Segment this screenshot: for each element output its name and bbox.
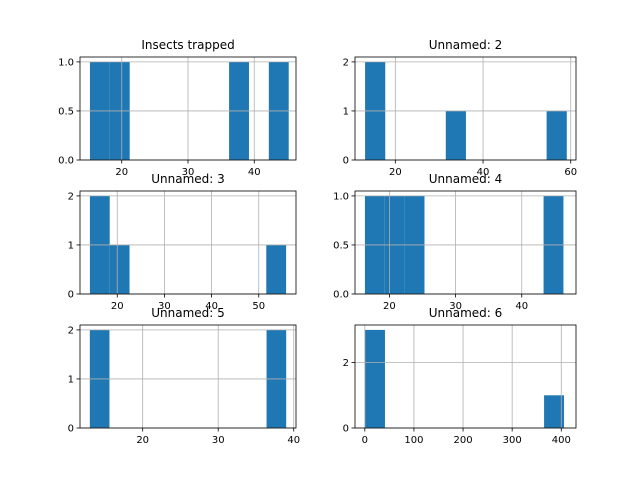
x-tick-label: 300 <box>503 435 522 446</box>
subplot-title: Unnamed: 4 <box>429 172 503 186</box>
subplot-title: Unnamed: 2 <box>429 38 503 52</box>
x-tick-label: 20 <box>115 167 128 178</box>
x-tick-label: 30 <box>212 435 225 446</box>
y-tick-label: 0.5 <box>58 106 74 117</box>
subplot-insects-trapped: 20 30 40 0.0 0.5 1.0 Insects trapped <box>58 38 297 178</box>
x-tick-label: 20 <box>389 167 402 178</box>
y-tick-label: 0 <box>343 424 349 435</box>
x-tick-label: 100 <box>404 435 423 446</box>
subplot-title: Insects trapped <box>141 38 234 52</box>
axes-frame <box>354 190 577 295</box>
histogram-bar <box>109 244 130 294</box>
y-tick-label: 0.0 <box>58 156 74 167</box>
x-tick-label: 20 <box>136 435 149 446</box>
x-tick-label: 60 <box>564 167 577 178</box>
histogram-bar <box>266 244 287 294</box>
y-tick-label: 1 <box>68 374 74 385</box>
axes-frame <box>354 324 577 429</box>
axes-frame <box>354 56 577 161</box>
x-tick-label: 40 <box>477 167 490 178</box>
x-tick-label: 40 <box>248 167 261 178</box>
subplot-title: Unnamed: 3 <box>151 172 225 186</box>
y-tick-label: 1 <box>343 106 349 117</box>
x-tick-label: 30 <box>158 301 171 312</box>
x-tick-label: 400 <box>552 435 571 446</box>
bars <box>89 195 287 294</box>
histogram-bar <box>445 110 466 160</box>
subplot-unnamed-2: 20 40 60 0 1 2 Unnamed: 2 <box>343 38 577 178</box>
x-tick-label: 40 <box>205 301 218 312</box>
histogram-bar <box>546 110 567 160</box>
x-tick-label: 20 <box>111 301 124 312</box>
axes-frame <box>79 324 297 429</box>
y-tick-label: 2 <box>343 57 349 68</box>
x-tick-label: 30 <box>449 301 462 312</box>
x-tick-label: 20 <box>383 301 396 312</box>
y-tick-label: 0 <box>68 290 74 301</box>
y-tick-label: 2 <box>68 325 74 336</box>
y-tick-label: 0 <box>68 424 74 435</box>
subplot-unnamed-3: 20 30 40 50 0 1 2 Unnamed: 3 <box>68 172 297 312</box>
subplot-unnamed-5: 20 30 40 0 1 2 Unnamed: 5 <box>68 306 300 446</box>
x-tick-label: 30 <box>182 167 195 178</box>
subplot-title: Unnamed: 6 <box>429 306 503 320</box>
y-tick-label: 0 <box>343 156 349 167</box>
y-tick-label: 2 <box>343 358 349 369</box>
subplot-title: Unnamed: 5 <box>151 306 225 320</box>
histogram-bar <box>544 395 564 428</box>
y-tick-label: 1.0 <box>58 57 74 68</box>
subplot-unnamed-6: 0 100 200 300 400 0 2 Unnamed: 6 <box>343 306 577 446</box>
y-tick-label: 1.0 <box>333 191 349 202</box>
x-tick-label: 40 <box>515 301 528 312</box>
y-tick-label: 0.5 <box>333 240 349 251</box>
y-tick-label: 2 <box>68 191 74 202</box>
x-tick-label: 40 <box>287 435 300 446</box>
x-tick-label: 200 <box>453 435 472 446</box>
bars <box>365 329 564 428</box>
x-tick-label: 0 <box>362 435 368 446</box>
y-tick-label: 1 <box>68 240 74 251</box>
x-tick-label: 50 <box>252 301 265 312</box>
y-tick-label: 0.0 <box>333 290 349 301</box>
subplot-unnamed-4: 20 30 40 0.0 0.5 1.0 Unnamed: 4 <box>333 172 577 312</box>
histogram-bar <box>365 329 385 428</box>
axes-frame <box>79 190 297 295</box>
